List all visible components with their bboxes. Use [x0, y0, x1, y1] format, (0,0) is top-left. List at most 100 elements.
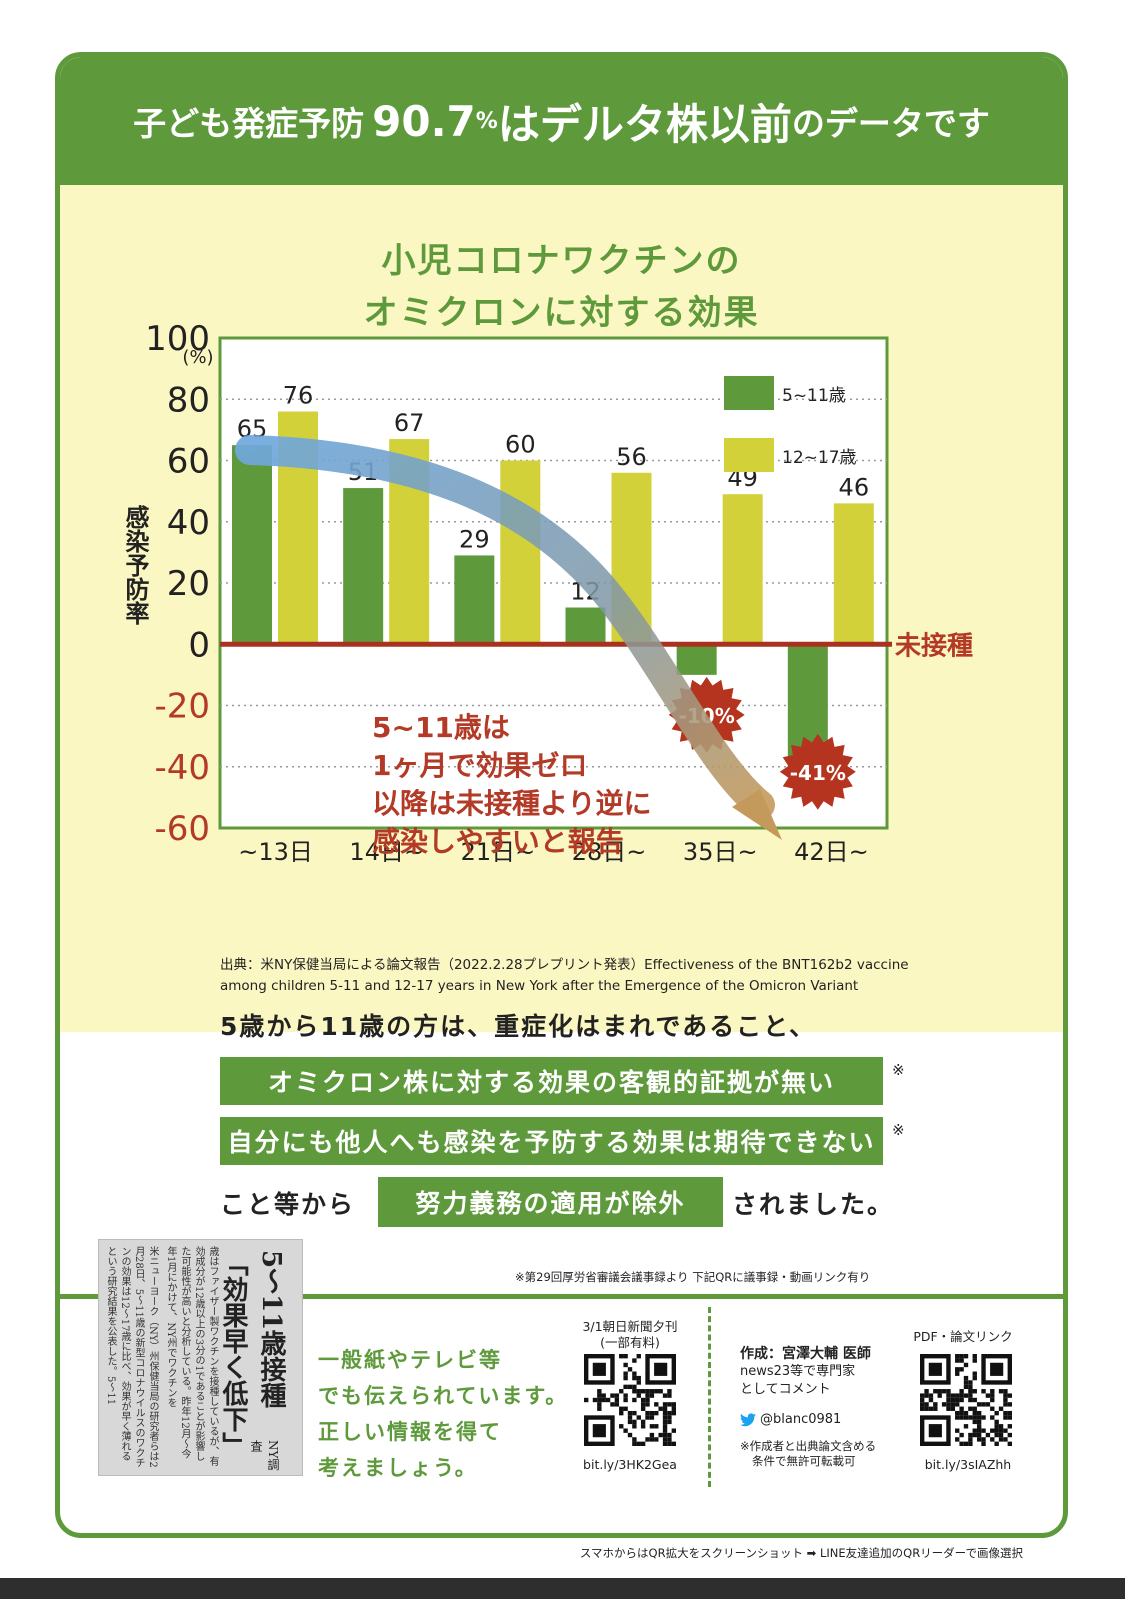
qr-module	[972, 1406, 977, 1411]
qr-module	[667, 1393, 672, 1398]
qr-module	[658, 1389, 663, 1394]
qr-module	[632, 1410, 637, 1416]
qr-module	[619, 1424, 624, 1429]
qr-module	[972, 1428, 977, 1433]
qr-module	[968, 1441, 973, 1446]
bottom-dark-strip	[0, 1578, 1125, 1599]
footer-message-line-3: 正しい情報を得て	[318, 1420, 502, 1444]
qr-finder-module	[928, 1362, 942, 1376]
clip-headline-1: 5〜11歳接種	[256, 1250, 286, 1409]
qr-module	[976, 1432, 982, 1438]
qr-module	[662, 1428, 668, 1433]
qr-module	[955, 1393, 960, 1398]
qr1-link[interactable]: bit.ly/3HK2Gea	[583, 1457, 677, 1472]
footer-message-line-1: 一般紙やテレビ等	[318, 1348, 502, 1372]
qr-module	[920, 1397, 925, 1403]
qr-module	[920, 1406, 925, 1411]
bar-value-label: 76	[283, 382, 314, 410]
bottom-instruction: スマホからはQR拡大をスクリーンショット ➡ LINE友達追加のQRリーダーで画…	[579, 1546, 1023, 1560]
qr-module	[619, 1354, 624, 1359]
qr-module	[985, 1402, 991, 1407]
y-tick-label: -20	[154, 687, 210, 727]
qr-module	[972, 1432, 977, 1438]
qr-finder-module	[592, 1424, 606, 1438]
qr-module	[632, 1424, 637, 1429]
qr-module	[632, 1397, 637, 1403]
qr-module	[950, 1397, 956, 1403]
qr-module	[998, 1406, 1004, 1411]
qr-module	[649, 1424, 655, 1429]
qr-module	[614, 1402, 620, 1407]
qr-module	[632, 1389, 637, 1394]
bar-value-label: 60	[505, 431, 536, 459]
permission-line-2: 条件で無許可転載可	[752, 1454, 856, 1468]
qr-module	[623, 1384, 628, 1390]
message-box-3: 努力義務の適用が除外	[378, 1177, 723, 1227]
qr-module	[955, 1367, 960, 1372]
qr-module	[623, 1397, 628, 1403]
qr-module	[662, 1402, 668, 1407]
qr-module	[662, 1432, 668, 1438]
qr-module	[614, 1393, 620, 1398]
qr-module	[597, 1406, 602, 1411]
qr-module	[640, 1419, 646, 1425]
qr-module	[959, 1354, 964, 1359]
qr-module	[968, 1415, 973, 1420]
qr-module	[990, 1437, 995, 1442]
twitter-handle[interactable]: @blanc0981	[760, 1412, 842, 1427]
plot-area	[218, 336, 889, 830]
qr-module	[592, 1397, 598, 1403]
qr1-caption-line-1: 3/1朝日新聞夕刊	[582, 1319, 678, 1334]
message-line-4-pre: こと等から	[220, 1190, 356, 1219]
qr-module	[671, 1428, 676, 1433]
qr-module	[955, 1437, 960, 1442]
qr-module	[963, 1380, 969, 1385]
header-text-3: のデータです	[791, 104, 990, 143]
footer-message-line-2: でも伝えられています。	[318, 1384, 569, 1408]
qr-module	[632, 1384, 637, 1390]
qr-module	[623, 1371, 628, 1376]
qr-module	[667, 1441, 672, 1446]
qr-module	[972, 1419, 977, 1425]
qr-module	[623, 1362, 628, 1368]
bar-12-17	[722, 494, 763, 645]
newspaper-clipping: 5〜11歳接種 「効果早く低下」 NY調査 米ニューヨーク（NY）州保健当局の研…	[98, 1239, 303, 1476]
qr-code-pdf[interactable]	[920, 1354, 1012, 1446]
source-line-1: 出典：米NY保健当局による論文報告（2022.2.28プレプリント発表）Effe…	[220, 957, 909, 973]
source-line-2: among children 5-11 and 12-17 years in N…	[220, 978, 859, 994]
qr-module	[1007, 1415, 1012, 1420]
qr-module	[972, 1415, 977, 1420]
bar-value-label: 29	[459, 525, 490, 553]
qr-module	[1007, 1402, 1012, 1407]
qr-module	[950, 1393, 956, 1398]
qr2-link[interactable]: bit.ly/3sIAZhh	[924, 1457, 1012, 1472]
y-tick-label: 20	[167, 564, 210, 604]
chart-title-line-2: オミクロンに対する効果	[363, 293, 760, 333]
qr-module	[1003, 1402, 1008, 1407]
qr-module	[649, 1393, 655, 1398]
x-tick-label: 42日~	[794, 838, 869, 866]
qr-module	[981, 1402, 986, 1407]
qr-module	[654, 1389, 659, 1394]
qr-module	[968, 1393, 973, 1398]
qr-module	[972, 1397, 977, 1403]
qr-module	[667, 1419, 672, 1425]
qr-module	[654, 1410, 659, 1416]
qr-module	[636, 1375, 641, 1381]
author-name: 作成：宮澤大輔 医師	[740, 1346, 871, 1362]
qr-module	[963, 1441, 969, 1446]
header-banner: 子ども発症予防 90.7 % はデルタ株以前 のデータです	[60, 57, 1063, 185]
qr-module	[649, 1389, 655, 1394]
qr-module	[662, 1437, 668, 1442]
qr-module	[632, 1437, 637, 1442]
qr-module	[933, 1406, 938, 1411]
y-tick-label: 100	[145, 319, 210, 359]
qr-code-newspaper[interactable]	[584, 1354, 676, 1446]
qr-module	[981, 1415, 986, 1420]
qr-module	[667, 1432, 672, 1438]
annotation-line: 以降は未接種より逆に	[372, 787, 651, 820]
author-info: 作成：宮澤大輔 医師 news23等で専門家 としてコメント @blanc098…	[740, 1345, 876, 1469]
source-citation: 出典：米NY保健当局による論文報告（2022.2.28プレプリント発表）Effe…	[220, 955, 909, 997]
qr-module	[981, 1428, 986, 1433]
qr-module	[976, 1424, 982, 1429]
